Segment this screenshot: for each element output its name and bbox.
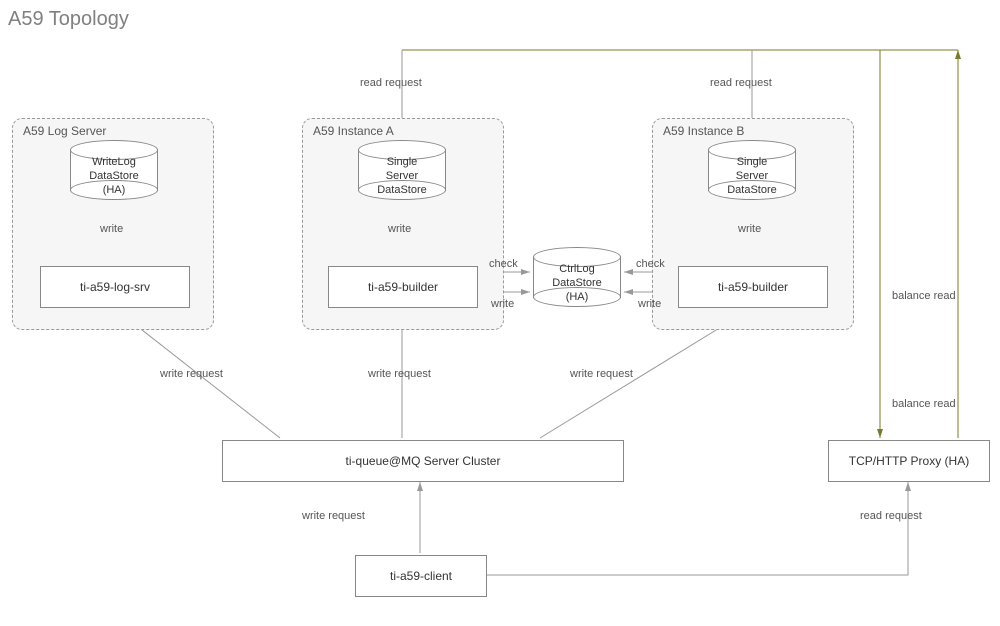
elabel-wr2: write request [368,368,431,380]
ds-single-a-l1: Single [387,156,418,168]
ds-single-a-l2: Server [386,170,418,182]
box-client-label: ti-a59-client [390,569,452,583]
elabel-write-a: write [388,223,411,235]
group-log-label: A59 Log Server [23,124,106,138]
elabel-wr-client: write request [302,510,365,522]
box-builder-a: ti-a59-builder [328,266,478,308]
elabel-write-b2: write [638,298,661,310]
box-builder-b: ti-a59-builder [678,266,828,308]
elabel-bal2: balance read [892,398,956,410]
group-inst-b-label: A59 Instance B [663,124,744,138]
elabel-write-log: write [100,223,123,235]
ds-writelog-l1: WriteLog [92,156,136,168]
elabel-wr3: write request [570,368,633,380]
box-client: ti-a59-client [355,555,487,597]
elabel-check-b: check [636,258,665,270]
box-logsrv-label: ti-a59-log-srv [80,280,150,294]
elabel-write-a2: write [491,298,514,310]
elabel-check-a: check [489,258,518,270]
elabel-read-a: read request [360,77,422,89]
ds-ctrllog-l3: (HA) [566,291,589,303]
ds-ctrllog-l2: DataStore [552,277,602,289]
box-queue-label: ti-queue@MQ Server Cluster [346,454,501,468]
box-proxy: TCP/HTTP Proxy (HA) [828,440,990,482]
ds-single-a-l3: DataStore [377,184,427,196]
page-title: A59 Topology [8,8,129,31]
ds-writelog-l3: (HA) [103,184,126,196]
diagram-canvas: A59 Topology [0,0,1000,626]
ds-single-b-l3: DataStore [727,184,777,196]
ds-single-a: Single Server DataStore [358,140,446,200]
elabel-rr-client: read request [860,510,922,522]
group-inst-a-label: A59 Instance A [313,124,394,138]
ds-writelog: WriteLog DataStore (HA) [70,140,158,200]
ds-single-b: Single Server DataStore [708,140,796,200]
ds-single-b-l2: Server [736,170,768,182]
elabel-wr1: write request [160,368,223,380]
ds-ctrllog: CtrlLog DataStore (HA) [533,247,621,307]
ds-ctrllog-l1: CtrlLog [559,263,594,275]
ds-writelog-l2: DataStore [89,170,139,182]
elabel-bal1: balance read [892,290,956,302]
edge-rr-client [487,482,908,575]
box-proxy-label: TCP/HTTP Proxy (HA) [849,454,969,468]
box-logsrv: ti-a59-log-srv [40,266,190,308]
ds-single-b-l1: Single [737,156,768,168]
box-builder-b-label: ti-a59-builder [718,280,788,294]
box-builder-a-label: ti-a59-builder [368,280,438,294]
box-queue: ti-queue@MQ Server Cluster [222,440,624,482]
elabel-write-b: write [738,223,761,235]
elabel-read-b: read request [710,77,772,89]
